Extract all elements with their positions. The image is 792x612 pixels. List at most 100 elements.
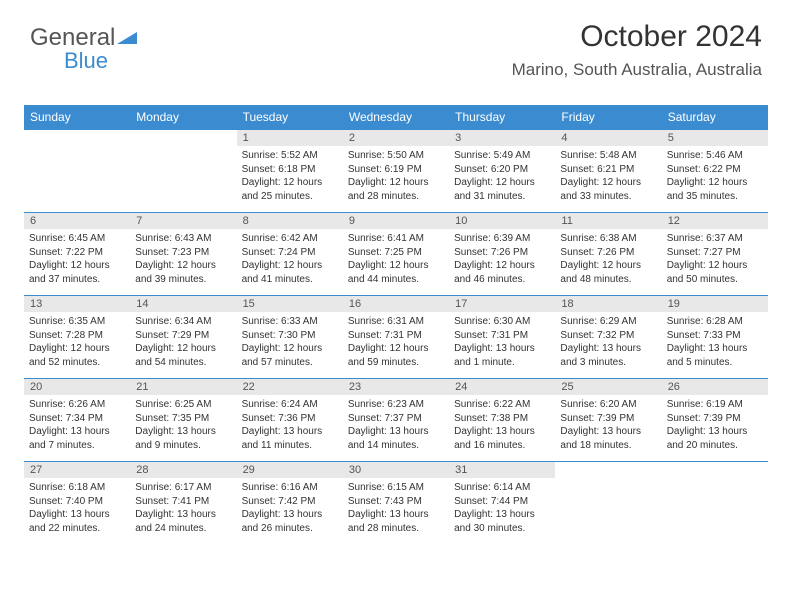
day-details: Sunrise: 6:41 AMSunset: 7:25 PMDaylight:… bbox=[343, 229, 449, 290]
day-details: Sunrise: 6:43 AMSunset: 7:23 PMDaylight:… bbox=[130, 229, 236, 290]
calendar-day-cell: 28Sunrise: 6:17 AMSunset: 7:41 PMDayligh… bbox=[130, 462, 236, 545]
day-details: Sunrise: 5:50 AMSunset: 6:19 PMDaylight:… bbox=[343, 146, 449, 207]
calendar-body: 1Sunrise: 5:52 AMSunset: 6:18 PMDaylight… bbox=[24, 130, 768, 545]
day-number: 7 bbox=[130, 213, 236, 229]
calendar-empty-cell bbox=[130, 130, 236, 213]
day-details: Sunrise: 6:19 AMSunset: 7:39 PMDaylight:… bbox=[662, 395, 768, 456]
calendar-empty-cell bbox=[555, 462, 661, 545]
calendar-table: SundayMondayTuesdayWednesdayThursdayFrid… bbox=[24, 105, 768, 545]
calendar-day-cell: 24Sunrise: 6:22 AMSunset: 7:38 PMDayligh… bbox=[449, 379, 555, 462]
day-details: Sunrise: 6:34 AMSunset: 7:29 PMDaylight:… bbox=[130, 312, 236, 373]
day-details: Sunrise: 6:26 AMSunset: 7:34 PMDaylight:… bbox=[24, 395, 130, 456]
day-number: 30 bbox=[343, 462, 449, 478]
day-details: Sunrise: 6:30 AMSunset: 7:31 PMDaylight:… bbox=[449, 312, 555, 373]
calendar-week-row: 20Sunrise: 6:26 AMSunset: 7:34 PMDayligh… bbox=[24, 379, 768, 462]
day-details: Sunrise: 5:48 AMSunset: 6:21 PMDaylight:… bbox=[555, 146, 661, 207]
day-number: 6 bbox=[24, 213, 130, 229]
day-number: 12 bbox=[662, 213, 768, 229]
day-number: 4 bbox=[555, 130, 661, 146]
calendar-day-cell: 15Sunrise: 6:33 AMSunset: 7:30 PMDayligh… bbox=[237, 296, 343, 379]
day-details: Sunrise: 6:24 AMSunset: 7:36 PMDaylight:… bbox=[237, 395, 343, 456]
day-number: 16 bbox=[343, 296, 449, 312]
calendar-day-cell: 19Sunrise: 6:28 AMSunset: 7:33 PMDayligh… bbox=[662, 296, 768, 379]
calendar-empty-cell bbox=[24, 130, 130, 213]
day-details: Sunrise: 6:31 AMSunset: 7:31 PMDaylight:… bbox=[343, 312, 449, 373]
weekday-header: Tuesday bbox=[237, 105, 343, 130]
calendar-week-row: 6Sunrise: 6:45 AMSunset: 7:22 PMDaylight… bbox=[24, 213, 768, 296]
day-details: Sunrise: 6:22 AMSunset: 7:38 PMDaylight:… bbox=[449, 395, 555, 456]
day-number: 14 bbox=[130, 296, 236, 312]
calendar-day-cell: 5Sunrise: 5:46 AMSunset: 6:22 PMDaylight… bbox=[662, 130, 768, 213]
weekday-header: Friday bbox=[555, 105, 661, 130]
day-number: 26 bbox=[662, 379, 768, 395]
calendar-day-cell: 30Sunrise: 6:15 AMSunset: 7:43 PMDayligh… bbox=[343, 462, 449, 545]
day-number: 1 bbox=[237, 130, 343, 146]
day-details: Sunrise: 6:29 AMSunset: 7:32 PMDaylight:… bbox=[555, 312, 661, 373]
day-details: Sunrise: 6:14 AMSunset: 7:44 PMDaylight:… bbox=[449, 478, 555, 539]
day-details: Sunrise: 6:25 AMSunset: 7:35 PMDaylight:… bbox=[130, 395, 236, 456]
calendar-day-cell: 10Sunrise: 6:39 AMSunset: 7:26 PMDayligh… bbox=[449, 213, 555, 296]
day-details: Sunrise: 5:52 AMSunset: 6:18 PMDaylight:… bbox=[237, 146, 343, 207]
day-details: Sunrise: 6:18 AMSunset: 7:40 PMDaylight:… bbox=[24, 478, 130, 539]
day-number: 22 bbox=[237, 379, 343, 395]
calendar-week-row: 13Sunrise: 6:35 AMSunset: 7:28 PMDayligh… bbox=[24, 296, 768, 379]
day-number: 20 bbox=[24, 379, 130, 395]
day-details: Sunrise: 6:23 AMSunset: 7:37 PMDaylight:… bbox=[343, 395, 449, 456]
calendar-day-cell: 3Sunrise: 5:49 AMSunset: 6:20 PMDaylight… bbox=[449, 130, 555, 213]
weekday-header: Wednesday bbox=[343, 105, 449, 130]
day-number: 15 bbox=[237, 296, 343, 312]
day-number: 2 bbox=[343, 130, 449, 146]
day-details: Sunrise: 6:39 AMSunset: 7:26 PMDaylight:… bbox=[449, 229, 555, 290]
weekday-header: Thursday bbox=[449, 105, 555, 130]
weekday-header: Saturday bbox=[662, 105, 768, 130]
calendar-day-cell: 7Sunrise: 6:43 AMSunset: 7:23 PMDaylight… bbox=[130, 213, 236, 296]
day-details: Sunrise: 6:42 AMSunset: 7:24 PMDaylight:… bbox=[237, 229, 343, 290]
day-number: 17 bbox=[449, 296, 555, 312]
calendar-day-cell: 31Sunrise: 6:14 AMSunset: 7:44 PMDayligh… bbox=[449, 462, 555, 545]
day-number: 24 bbox=[449, 379, 555, 395]
weekday-header: Sunday bbox=[24, 105, 130, 130]
day-details: Sunrise: 6:37 AMSunset: 7:27 PMDaylight:… bbox=[662, 229, 768, 290]
weekday-header-row: SundayMondayTuesdayWednesdayThursdayFrid… bbox=[24, 105, 768, 130]
calendar-day-cell: 2Sunrise: 5:50 AMSunset: 6:19 PMDaylight… bbox=[343, 130, 449, 213]
day-number: 25 bbox=[555, 379, 661, 395]
calendar-day-cell: 11Sunrise: 6:38 AMSunset: 7:26 PMDayligh… bbox=[555, 213, 661, 296]
calendar-day-cell: 9Sunrise: 6:41 AMSunset: 7:25 PMDaylight… bbox=[343, 213, 449, 296]
calendar-empty-cell bbox=[662, 462, 768, 545]
calendar-day-cell: 12Sunrise: 6:37 AMSunset: 7:27 PMDayligh… bbox=[662, 213, 768, 296]
day-number: 28 bbox=[130, 462, 236, 478]
logo-triangle-icon bbox=[117, 25, 137, 53]
calendar-day-cell: 21Sunrise: 6:25 AMSunset: 7:35 PMDayligh… bbox=[130, 379, 236, 462]
day-details: Sunrise: 6:16 AMSunset: 7:42 PMDaylight:… bbox=[237, 478, 343, 539]
calendar-day-cell: 1Sunrise: 5:52 AMSunset: 6:18 PMDaylight… bbox=[237, 130, 343, 213]
day-number: 21 bbox=[130, 379, 236, 395]
day-details: Sunrise: 6:20 AMSunset: 7:39 PMDaylight:… bbox=[555, 395, 661, 456]
calendar-day-cell: 27Sunrise: 6:18 AMSunset: 7:40 PMDayligh… bbox=[24, 462, 130, 545]
header-right: October 2024 Marino, South Australia, Au… bbox=[512, 20, 762, 80]
calendar-day-cell: 29Sunrise: 6:16 AMSunset: 7:42 PMDayligh… bbox=[237, 462, 343, 545]
calendar-day-cell: 16Sunrise: 6:31 AMSunset: 7:31 PMDayligh… bbox=[343, 296, 449, 379]
day-number: 23 bbox=[343, 379, 449, 395]
day-number: 31 bbox=[449, 462, 555, 478]
brand-logo: General Blue bbox=[30, 24, 137, 81]
calendar-day-cell: 8Sunrise: 6:42 AMSunset: 7:24 PMDaylight… bbox=[237, 213, 343, 296]
day-details: Sunrise: 6:35 AMSunset: 7:28 PMDaylight:… bbox=[24, 312, 130, 373]
day-number: 13 bbox=[24, 296, 130, 312]
calendar-day-cell: 26Sunrise: 6:19 AMSunset: 7:39 PMDayligh… bbox=[662, 379, 768, 462]
day-details: Sunrise: 6:28 AMSunset: 7:33 PMDaylight:… bbox=[662, 312, 768, 373]
day-details: Sunrise: 5:49 AMSunset: 6:20 PMDaylight:… bbox=[449, 146, 555, 207]
day-number: 8 bbox=[237, 213, 343, 229]
day-number: 18 bbox=[555, 296, 661, 312]
calendar-week-row: 27Sunrise: 6:18 AMSunset: 7:40 PMDayligh… bbox=[24, 462, 768, 545]
location-text: Marino, South Australia, Australia bbox=[512, 60, 762, 80]
day-details: Sunrise: 6:38 AMSunset: 7:26 PMDaylight:… bbox=[555, 229, 661, 290]
day-number: 3 bbox=[449, 130, 555, 146]
calendar-day-cell: 23Sunrise: 6:23 AMSunset: 7:37 PMDayligh… bbox=[343, 379, 449, 462]
day-details: Sunrise: 6:17 AMSunset: 7:41 PMDaylight:… bbox=[130, 478, 236, 539]
calendar-day-cell: 14Sunrise: 6:34 AMSunset: 7:29 PMDayligh… bbox=[130, 296, 236, 379]
day-number: 5 bbox=[662, 130, 768, 146]
month-title: October 2024 bbox=[512, 20, 762, 54]
weekday-header: Monday bbox=[130, 105, 236, 130]
calendar-day-cell: 18Sunrise: 6:29 AMSunset: 7:32 PMDayligh… bbox=[555, 296, 661, 379]
day-number: 11 bbox=[555, 213, 661, 229]
